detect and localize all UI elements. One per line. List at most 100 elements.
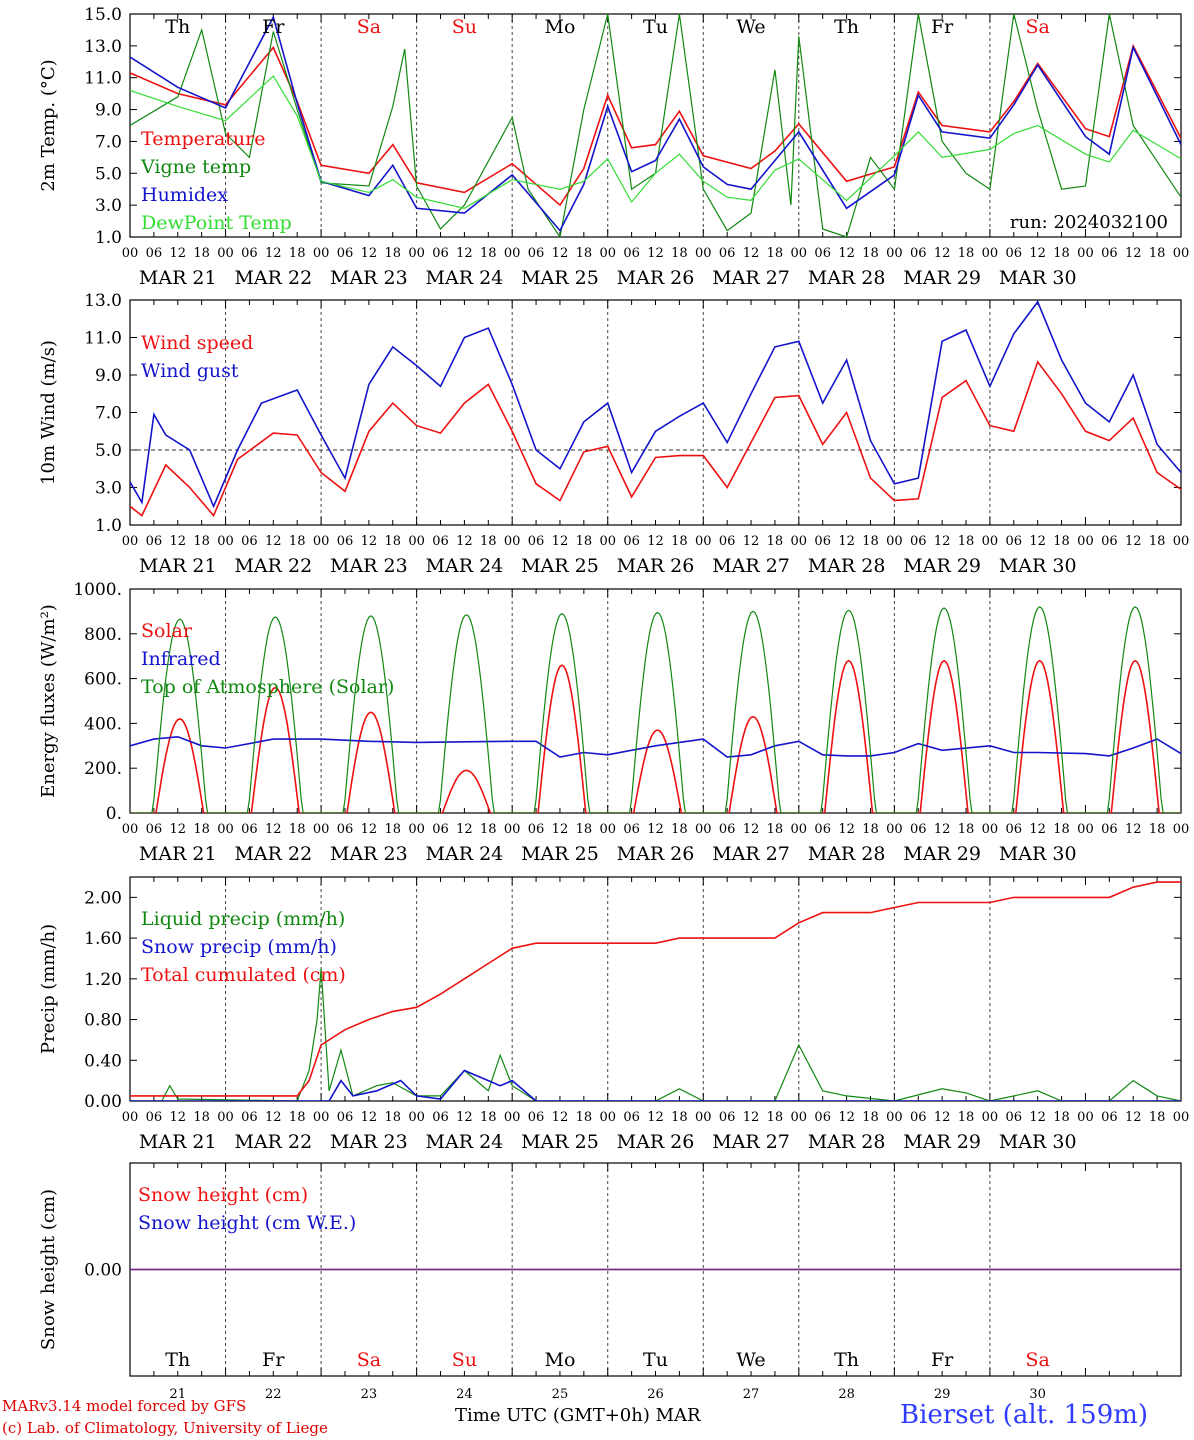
hour-tick-label: 18 [480, 534, 497, 549]
hour-tick-label: 00 [217, 534, 234, 549]
hour-tick-label: 06 [241, 246, 258, 261]
hour-tick-label: 18 [958, 534, 975, 549]
day-number-label: 28 [838, 1387, 855, 1402]
weekday-label-bottom: Tu [643, 1349, 668, 1371]
y-tick-label: 15.0 [84, 5, 122, 25]
hour-tick-label: 00 [313, 1110, 330, 1125]
hour-tick-label: 00 [886, 1110, 903, 1125]
hour-tick-label: 06 [241, 822, 258, 837]
hour-tick-label: 06 [1101, 246, 1118, 261]
hour-tick-label: 12 [265, 1110, 282, 1125]
hour-tick-label: 12 [743, 246, 760, 261]
hour-tick-label: 12 [1029, 246, 1046, 261]
hour-tick-label: 12 [934, 534, 951, 549]
y-tick-label: 13.0 [84, 37, 122, 57]
hour-tick-label: 12 [838, 1110, 855, 1125]
hour-tick-label: 18 [193, 822, 210, 837]
hour-tick-label: 06 [1101, 822, 1118, 837]
hour-tick-label: 12 [265, 822, 282, 837]
hour-tick-label: 00 [504, 246, 521, 261]
hour-tick-label: 00 [695, 246, 712, 261]
day-label: MAR 24 [426, 843, 504, 865]
hour-tick-label: 12 [265, 534, 282, 549]
series-line-infrared [130, 735, 1181, 758]
hour-tick-label: 12 [361, 822, 378, 837]
legend-wind-speed: Wind speed [141, 332, 253, 354]
hour-tick-label: 06 [719, 1110, 736, 1125]
day-label: MAR 23 [330, 267, 408, 289]
hour-tick-label: 00 [886, 822, 903, 837]
hour-tick-label: 18 [958, 822, 975, 837]
y-tick-label: 1000. [73, 580, 122, 600]
day-label: MAR 27 [712, 1131, 790, 1153]
series-line-solar [130, 659, 1181, 813]
day-label: MAR 29 [903, 1131, 981, 1153]
day-label: MAR 28 [808, 1131, 886, 1153]
weekday-label-bottom: Sa [357, 1349, 381, 1371]
hour-tick-label: 00 [695, 822, 712, 837]
day-label: MAR 27 [712, 267, 790, 289]
hour-tick-label: 06 [432, 246, 449, 261]
hour-tick-label: 18 [1149, 1110, 1166, 1125]
weekday-label-top: Th [834, 16, 859, 38]
hour-tick-label: 06 [337, 1110, 354, 1125]
hour-tick-label: 00 [122, 1110, 139, 1125]
weekday-label-top: Fr [262, 16, 285, 38]
hour-tick-label: 00 [217, 822, 234, 837]
day-number-label: 30 [1029, 1387, 1046, 1402]
hour-tick-label: 12 [743, 822, 760, 837]
hour-tick-label: 00 [886, 246, 903, 261]
hour-tick-label: 12 [647, 1110, 664, 1125]
hour-tick-label: 06 [623, 246, 640, 261]
hour-tick-label: 12 [934, 246, 951, 261]
hour-tick-label: 12 [552, 1110, 569, 1125]
hour-tick-label: 18 [193, 534, 210, 549]
day-label: MAR 21 [139, 267, 217, 289]
hour-tick-label: 00 [217, 246, 234, 261]
legend-wind-gust: Wind gust [141, 360, 239, 382]
legend-infrared: Infrared [141, 648, 221, 670]
day-label: MAR 27 [712, 555, 790, 577]
hour-tick-label: 18 [480, 822, 497, 837]
series-line-humidex [130, 15, 1181, 233]
y-tick-label: 0.00 [84, 1261, 122, 1281]
weekday-label-top: We [736, 16, 765, 38]
legend-dewpoint-temp: DewPoint Temp [141, 212, 292, 234]
day-number-label: 24 [456, 1387, 473, 1402]
hour-tick-label: 12 [456, 246, 473, 261]
hour-tick-label: 06 [623, 822, 640, 837]
y-axis-label: 2m Temp. (°C) [38, 59, 59, 191]
hour-tick-label: 12 [169, 246, 186, 261]
hour-tick-label: 00 [791, 534, 808, 549]
day-label: MAR 26 [617, 843, 695, 865]
hour-tick-label: 18 [289, 246, 306, 261]
hour-tick-label: 00 [1077, 1110, 1094, 1125]
day-label: MAR 23 [330, 843, 408, 865]
legend-solar: Solar [141, 620, 193, 642]
hour-tick-label: 12 [1029, 534, 1046, 549]
hour-tick-label: 12 [647, 822, 664, 837]
hour-tick-label: 18 [576, 534, 593, 549]
weekday-label-bottom: Sa [1026, 1349, 1050, 1371]
series-line-liquid-precip-mm-h [130, 968, 1181, 1101]
day-label: MAR 21 [139, 1131, 217, 1153]
hour-tick-label: 06 [528, 822, 545, 837]
legend-snow-height-cm: Snow height (cm) [138, 1184, 308, 1206]
hour-tick-label: 06 [337, 246, 354, 261]
hour-tick-label: 12 [169, 534, 186, 549]
y-tick-label: 1.0 [95, 228, 122, 248]
hour-tick-label: 00 [504, 1110, 521, 1125]
series-group [130, 881, 1181, 1101]
hour-tick-label: 18 [193, 1110, 210, 1125]
day-label: MAR 29 [903, 555, 981, 577]
hour-tick-label: 06 [432, 822, 449, 837]
hour-tick-label: 06 [814, 822, 831, 837]
hour-tick-label: 12 [1125, 246, 1142, 261]
y-tick-label: 800. [84, 625, 122, 645]
hour-tick-label: 18 [1149, 534, 1166, 549]
hour-tick-label: 00 [599, 534, 616, 549]
y-tick-label: 3.0 [95, 196, 122, 216]
legend-temperature: Temperature [141, 128, 265, 150]
y-tick-label: 0.80 [84, 1011, 122, 1031]
